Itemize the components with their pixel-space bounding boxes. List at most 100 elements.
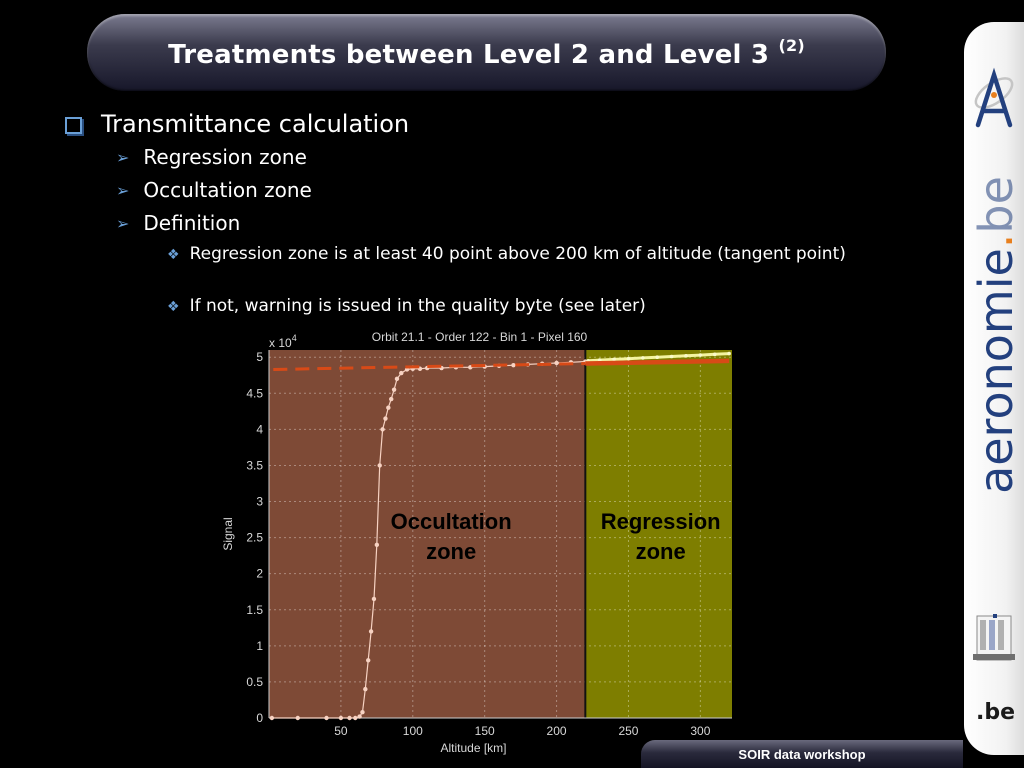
bullet-level2-text: Definition	[143, 211, 241, 235]
regression-zone-label: Regression	[601, 509, 721, 534]
regression-fit-dashed	[273, 362, 586, 371]
regression-data-point	[655, 355, 660, 360]
title-bar: Treatments between Level 2 and Level 3 (…	[87, 14, 886, 91]
signal-chart: 50 100 150 200 250 300 0 0.5 1 1.5 2 2.5 3 3.5 4 4.5 5 Oc…	[210, 322, 740, 766]
chart-svg: 50 100 150 200 250 300 0 0.5 1 1.5 2 2.5 3 3.5 4 4.5 5 Oc…	[221, 330, 732, 755]
brand-wordmark: aeronomie.be	[969, 176, 1023, 494]
bullet-level2-text: Occultation zone	[143, 178, 312, 202]
occultation-data-point	[377, 463, 382, 468]
occultation-zone	[269, 350, 586, 718]
regression-data-point	[684, 353, 688, 358]
x-tick-label: 250	[618, 724, 638, 738]
occultation-data-point	[363, 686, 368, 692]
y-tick-label: 2	[256, 567, 263, 581]
y-tick-label: 1.5	[246, 603, 263, 617]
y-multiplier-exponent: 4	[292, 333, 297, 343]
bullet-level2-item: ➢ Occultation zone	[116, 178, 312, 202]
brand-dot: .	[969, 233, 1023, 249]
occultation-data-point	[347, 715, 352, 721]
occultation-data-point	[324, 715, 329, 721]
footer-text: SOIR data workshop	[738, 746, 866, 762]
y-tick-label: 4	[256, 422, 263, 436]
institute-building-icon	[973, 614, 1015, 661]
page-title: Treatments between Level 2 and Level 3 (…	[168, 36, 805, 70]
x-tick-label: 150	[475, 724, 495, 738]
occultation-data-point	[391, 387, 397, 392]
y-multiplier-base: x 10	[269, 336, 292, 350]
occultation-data-point	[380, 427, 385, 432]
y-tick-label: 0	[256, 711, 263, 725]
occultation-data-point	[360, 710, 365, 715]
regression-zone-label: zone	[636, 539, 686, 564]
occultation-data-point	[338, 715, 344, 721]
bullet-level1: Transmittance calculation	[65, 110, 409, 138]
x-tick-label: 200	[547, 724, 567, 738]
occultation-data-point	[366, 658, 371, 663]
occultation-data-point	[357, 714, 362, 719]
regression-data-point	[641, 356, 645, 360]
y-multiplier: x 104	[269, 333, 297, 350]
chart-title: Orbit 21.1 - Order 122 - Bin 1 - Pixel 1…	[372, 330, 588, 344]
aeronomie-emblem-icon	[974, 67, 1014, 128]
be-logo: .be	[976, 700, 1015, 725]
bullet-level2-item: ➢ Definition	[116, 211, 240, 235]
bullet-level3-text: Regression zone is at least 40 point abo…	[189, 244, 846, 264]
y-tick-label: 3.5	[246, 458, 263, 472]
occultation-data-point	[399, 370, 404, 376]
diamond-bullet-icon: ❖	[167, 299, 180, 315]
occultation-data-point	[269, 715, 275, 721]
regression-data-point	[612, 357, 616, 362]
y-tick-label: 3	[256, 495, 263, 509]
regression-fit-line	[585, 358, 730, 366]
arrow-bullet-icon: ➢	[116, 214, 130, 233]
bullet-level3-item: ❖ If not, warning is issued in the quali…	[167, 294, 907, 319]
checkbox-bullet-icon	[65, 117, 82, 134]
bullet-level3-item: ❖ Regression zone is at least 40 point a…	[167, 242, 907, 267]
regression-zone	[585, 350, 732, 718]
x-axis-label: Altitude [km]	[440, 741, 506, 755]
brand-graphics: .be	[973, 67, 1015, 725]
occultation-zone-label: zone	[426, 539, 476, 564]
occultation-data-point	[368, 629, 374, 634]
occultation-data-point	[383, 416, 388, 421]
y-tick-label: 2.5	[246, 531, 263, 545]
y-tick-label: 5	[256, 350, 263, 364]
bullet-level1-text: Transmittance calculation	[101, 110, 410, 138]
title-text: Treatments between Level 2 and Level 3	[168, 39, 770, 70]
brand-sidebar: .be	[964, 22, 1024, 755]
regression-data-point	[727, 351, 731, 356]
regression-data-point	[597, 358, 602, 362]
bullet-level2-text: Regression zone	[143, 145, 307, 169]
occultation-data-point	[394, 376, 400, 382]
regression-data-point	[712, 352, 717, 357]
x-tick-label: 300	[690, 724, 710, 738]
occultation-zone-label: Occultation	[391, 509, 512, 534]
diamond-bullet-icon: ❖	[167, 247, 180, 263]
brand-tld: be	[969, 176, 1023, 234]
y-tick-label: 1	[256, 639, 263, 653]
title-superscript: (2)	[778, 35, 805, 55]
occultation-data-point	[295, 715, 300, 721]
bullet-level3-text: If not, warning is issued in the quality…	[189, 296, 646, 316]
occultation-data-point	[386, 405, 391, 410]
occultation-data-point	[554, 360, 559, 366]
regression-data-point	[669, 354, 674, 359]
y-axis-label: Signal	[221, 517, 235, 550]
regression-data-point	[626, 356, 631, 361]
footer-bar: SOIR data workshop	[641, 740, 963, 768]
occultation-data-point	[353, 715, 358, 721]
arrow-bullet-icon: ➢	[116, 181, 130, 200]
occultation-data-point	[371, 596, 377, 602]
x-tick-label: 50	[334, 724, 348, 738]
arrow-bullet-icon: ➢	[116, 148, 130, 167]
regression-data-point	[698, 353, 703, 357]
plot-area: 50 100 150 200 250 300 0 0.5 1 1.5 2 2.5 3 3.5 4 4.5 5 Oc…	[246, 350, 732, 738]
x-tick-label: 100	[403, 724, 423, 738]
occultation-data-point	[389, 396, 394, 402]
y-tick-label: 4.5	[246, 386, 263, 400]
occultation-data-point	[511, 362, 516, 368]
occultation-data-point	[374, 542, 380, 548]
bullet-level2-item: ➢ Regression zone	[116, 145, 307, 169]
brand-main: aeronomie	[969, 248, 1023, 494]
y-tick-label: 0.5	[246, 675, 263, 689]
